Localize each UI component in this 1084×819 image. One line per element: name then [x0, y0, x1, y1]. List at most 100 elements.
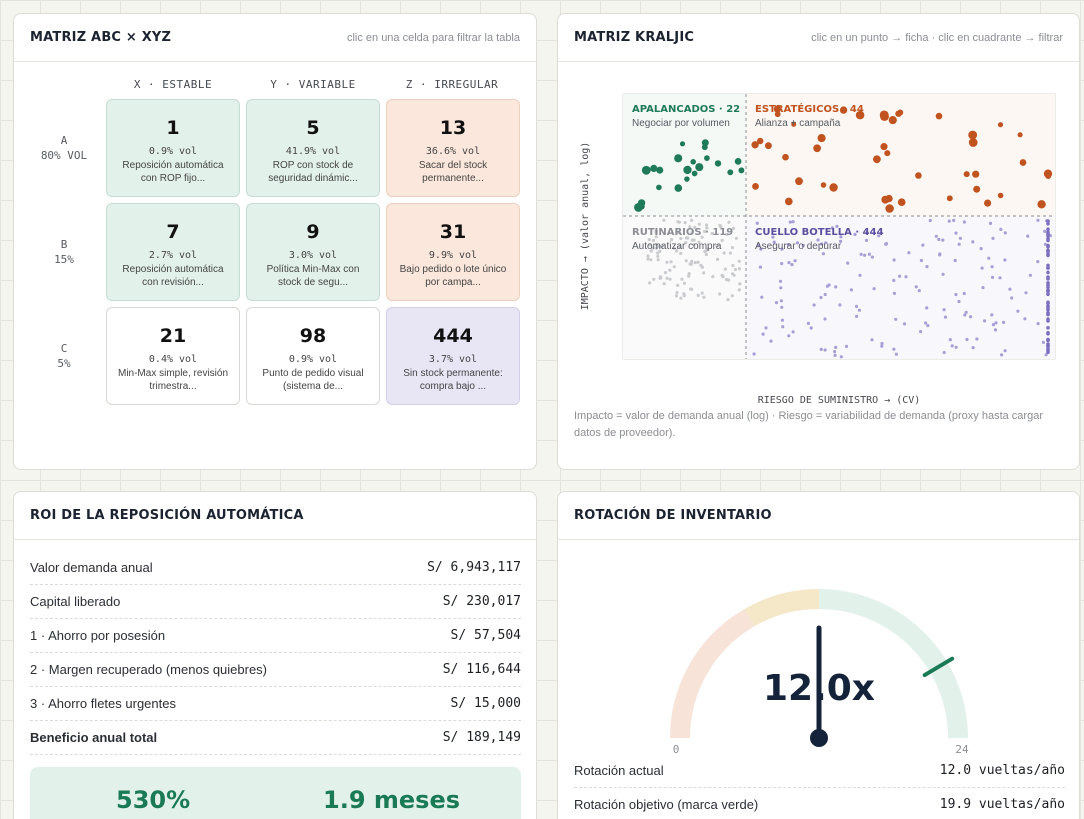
- point-cuello-botella[interactable]: [855, 314, 859, 318]
- point-estrategicos[interactable]: [820, 182, 827, 188]
- point-apalancados[interactable]: [701, 139, 709, 147]
- point-estrategicos[interactable]: [881, 195, 890, 204]
- point-cuello-botella[interactable]: [1046, 301, 1050, 306]
- point-estrategicos[interactable]: [1017, 132, 1023, 138]
- point-cuello-botella[interactable]: [846, 261, 850, 265]
- point-rutinarios[interactable]: [700, 235, 704, 239]
- point-cuello-botella[interactable]: [1046, 337, 1050, 342]
- point-cuello-botella[interactable]: [1046, 263, 1050, 268]
- point-cuello-botella[interactable]: [914, 285, 918, 289]
- point-cuello-botella[interactable]: [1046, 249, 1050, 254]
- point-rutinarios[interactable]: [704, 223, 709, 227]
- point-cuello-botella[interactable]: [1024, 291, 1028, 295]
- point-cuello-botella[interactable]: [1046, 270, 1050, 275]
- point-cuello-botella[interactable]: [859, 252, 863, 256]
- point-cuello-botella[interactable]: [942, 350, 946, 355]
- point-cuello-botella[interactable]: [1046, 292, 1050, 296]
- point-rutinarios[interactable]: [675, 249, 679, 253]
- point-cuello-botella[interactable]: [894, 317, 898, 321]
- point-apalancados[interactable]: [691, 170, 698, 177]
- point-rutinarios[interactable]: [690, 287, 694, 291]
- point-rutinarios[interactable]: [737, 259, 741, 263]
- point-rutinarios[interactable]: [680, 277, 684, 281]
- point-cuello-botella[interactable]: [1026, 234, 1030, 238]
- point-cuello-botella[interactable]: [1046, 266, 1050, 270]
- point-cuello-botella[interactable]: [771, 235, 775, 239]
- point-rutinarios[interactable]: [670, 237, 674, 242]
- point-estrategicos[interactable]: [879, 110, 889, 120]
- point-cuello-botella[interactable]: [1046, 253, 1050, 258]
- point-rutinarios[interactable]: [657, 244, 661, 248]
- point-rutinarios[interactable]: [662, 282, 666, 286]
- point-cuello-botella[interactable]: [780, 262, 784, 266]
- point-cuello-botella[interactable]: [857, 308, 861, 312]
- point-cuello-botella[interactable]: [1046, 243, 1050, 248]
- point-apalancados[interactable]: [641, 165, 651, 175]
- point-cuello-botella[interactable]: [975, 337, 979, 341]
- point-cuello-botella[interactable]: [1036, 260, 1040, 264]
- point-cuello-botella[interactable]: [925, 306, 929, 310]
- point-cuello-botella[interactable]: [1036, 218, 1040, 222]
- point-rutinarios[interactable]: [654, 235, 658, 239]
- point-cuello-botella[interactable]: [858, 273, 862, 277]
- point-cuello-botella[interactable]: [819, 347, 823, 351]
- cell-az[interactable]: 13 36.6% vol Sacar del stock permanente..…: [386, 99, 520, 197]
- point-cuello-botella[interactable]: [823, 317, 827, 321]
- point-estrategicos[interactable]: [872, 155, 881, 164]
- point-cuello-botella[interactable]: [795, 241, 800, 245]
- point-estrategicos[interactable]: [791, 121, 797, 127]
- point-rutinarios[interactable]: [656, 254, 660, 258]
- point-cuello-botella[interactable]: [988, 221, 993, 225]
- quadrant-cuello-botella-bg[interactable]: [746, 216, 1055, 359]
- point-cuello-botella[interactable]: [1046, 232, 1050, 236]
- point-cuello-botella[interactable]: [892, 278, 896, 282]
- point-rutinarios[interactable]: [675, 291, 679, 295]
- point-rutinarios[interactable]: [654, 246, 659, 250]
- point-cuello-botella[interactable]: [880, 341, 884, 346]
- point-cuello-botella[interactable]: [993, 328, 998, 332]
- point-cuello-botella[interactable]: [764, 326, 768, 330]
- point-apalancados[interactable]: [656, 184, 662, 191]
- point-estrategicos[interactable]: [963, 171, 970, 178]
- point-cuello-botella[interactable]: [759, 247, 763, 251]
- point-estrategicos[interactable]: [773, 105, 781, 113]
- point-estrategicos[interactable]: [813, 144, 821, 153]
- point-rutinarios[interactable]: [660, 244, 664, 248]
- point-apalancados[interactable]: [650, 164, 658, 173]
- point-cuello-botella[interactable]: [990, 275, 995, 279]
- point-cuello-botella[interactable]: [1003, 349, 1007, 353]
- point-rutinarios[interactable]: [693, 261, 697, 265]
- point-estrategicos[interactable]: [968, 130, 978, 140]
- point-cuello-botella[interactable]: [1046, 281, 1050, 285]
- point-rutinarios[interactable]: [725, 232, 729, 236]
- point-cuello-botella[interactable]: [788, 220, 792, 224]
- point-cuello-botella[interactable]: [1046, 289, 1050, 293]
- point-cuello-botella[interactable]: [778, 279, 783, 283]
- point-estrategicos[interactable]: [855, 110, 865, 120]
- point-cuello-botella[interactable]: [990, 265, 994, 269]
- point-cuello-botella[interactable]: [954, 292, 958, 297]
- point-rutinarios[interactable]: [716, 257, 720, 261]
- point-rutinarios[interactable]: [668, 268, 672, 272]
- point-cuello-botella[interactable]: [1046, 237, 1050, 241]
- point-apalancados[interactable]: [674, 154, 683, 163]
- point-rutinarios[interactable]: [688, 225, 692, 229]
- point-cuello-botella[interactable]: [760, 295, 764, 299]
- cell-cz[interactable]: 444 3.7% vol Sin stock permanente: compra…: [386, 307, 520, 405]
- point-rutinarios[interactable]: [722, 251, 726, 255]
- point-apalancados[interactable]: [656, 166, 664, 174]
- point-cuello-botella[interactable]: [1046, 219, 1050, 223]
- point-rutinarios[interactable]: [704, 252, 708, 257]
- point-rutinarios[interactable]: [665, 276, 669, 280]
- point-cuello-botella[interactable]: [880, 344, 884, 348]
- point-cuello-botella[interactable]: [917, 289, 921, 293]
- point-cuello-botella[interactable]: [943, 315, 948, 319]
- point-cuello-botella[interactable]: [812, 303, 816, 307]
- point-rutinarios[interactable]: [690, 218, 694, 222]
- point-cuello-botella[interactable]: [1046, 312, 1050, 317]
- point-cuello-botella[interactable]: [998, 276, 1002, 280]
- point-estrategicos[interactable]: [774, 111, 781, 118]
- point-apalancados[interactable]: [738, 167, 745, 174]
- point-cuello-botella[interactable]: [833, 353, 837, 357]
- point-cuello-botella[interactable]: [892, 258, 896, 262]
